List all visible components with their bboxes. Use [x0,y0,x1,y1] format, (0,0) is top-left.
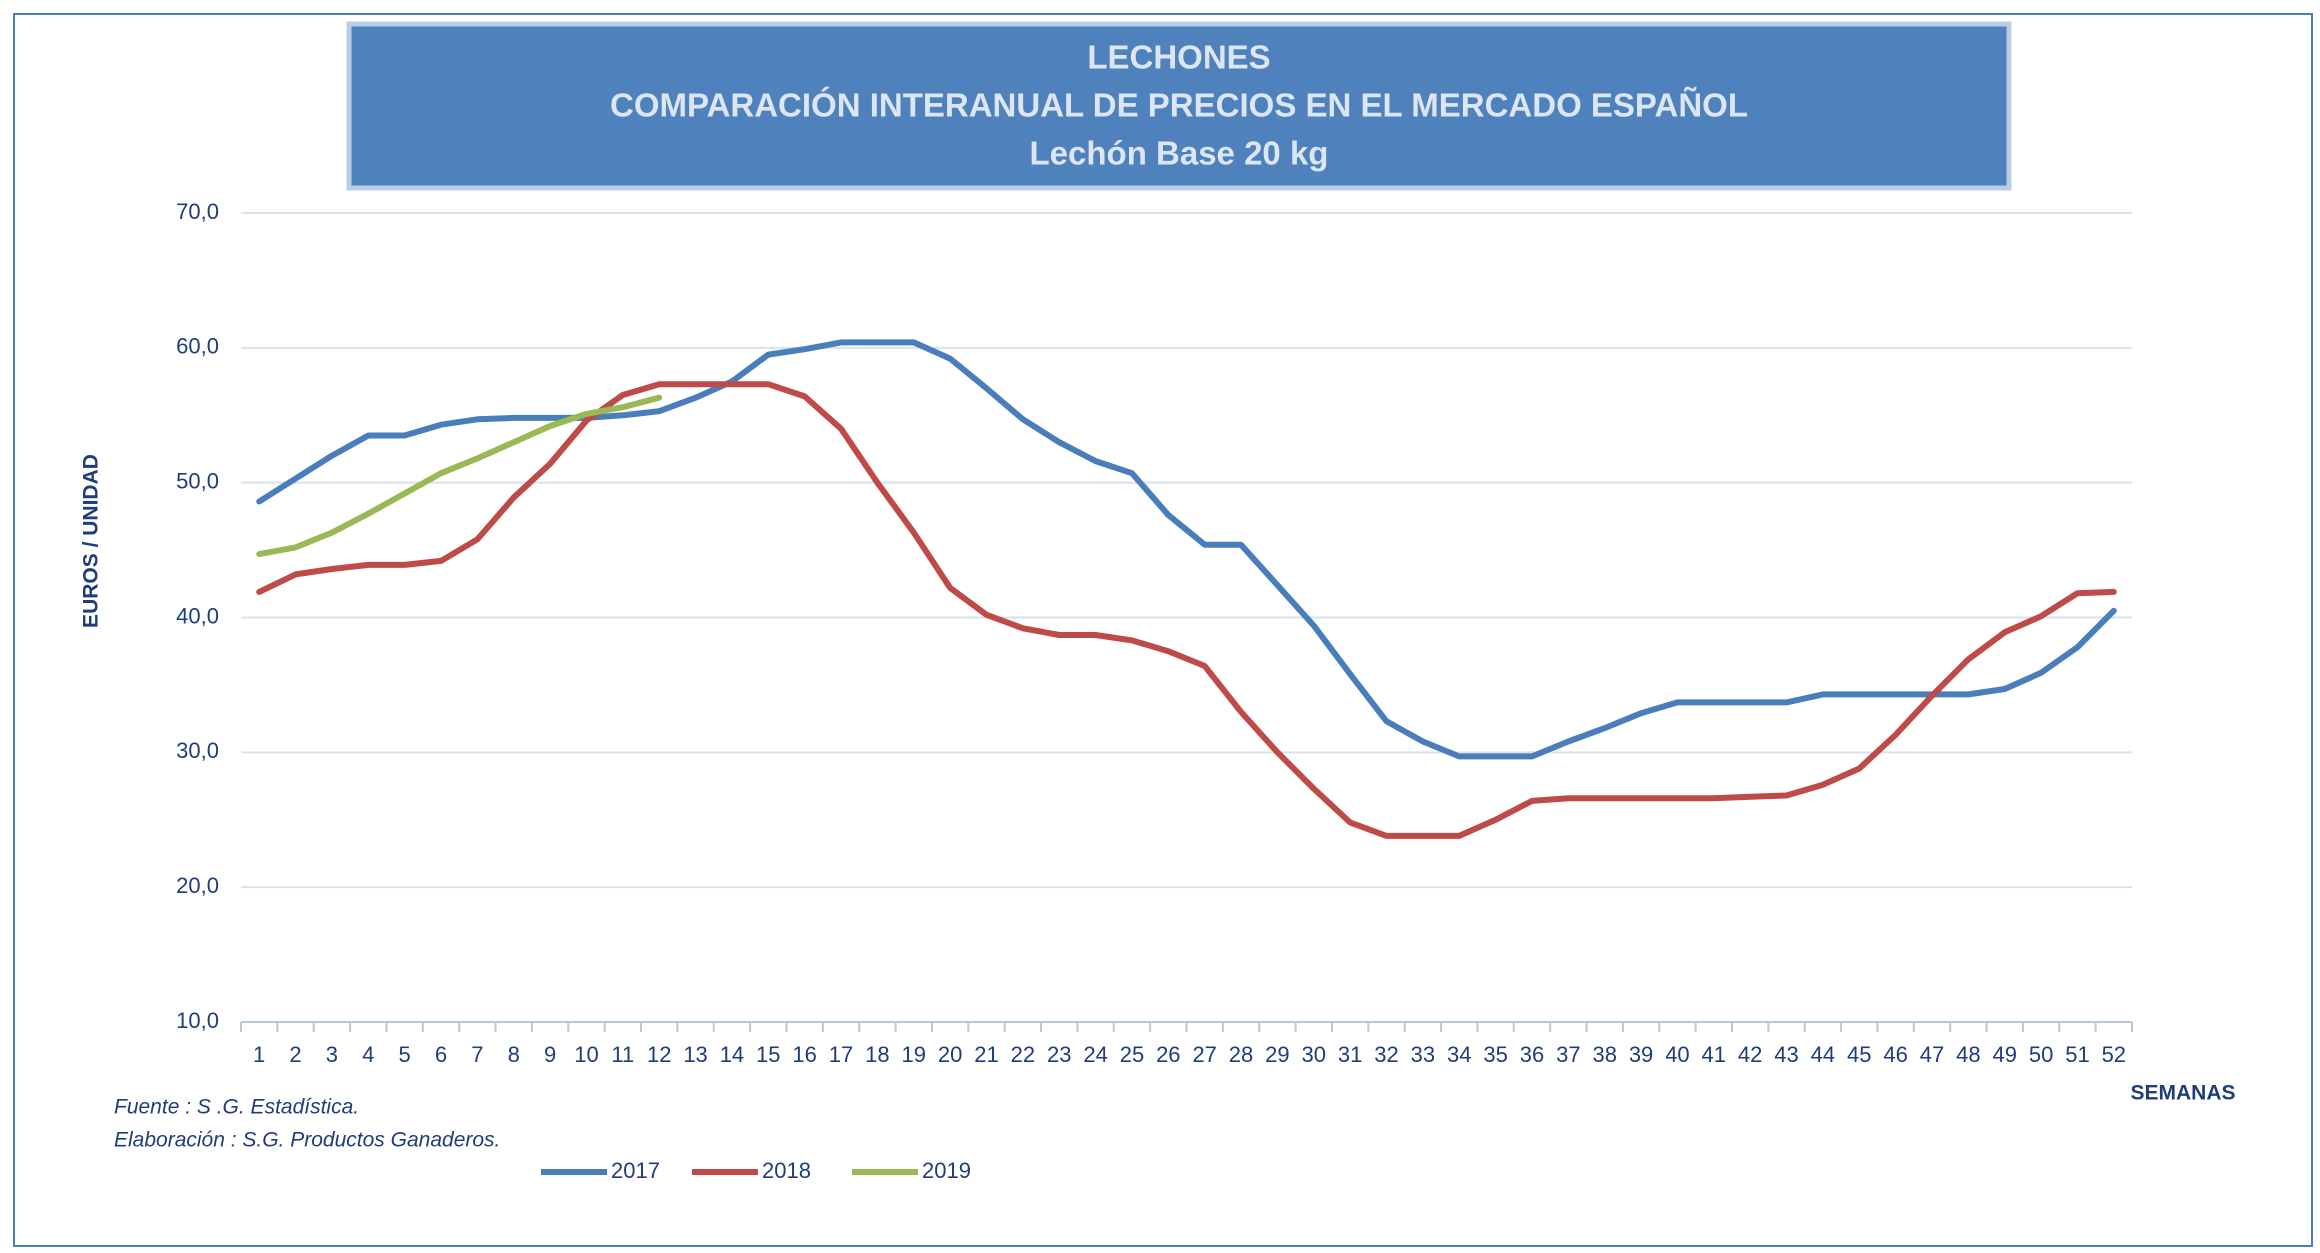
x-tick-label: 44 [1811,1042,1835,1067]
x-tick-label: 1 [253,1042,265,1067]
x-tick-label: 37 [1556,1042,1580,1067]
x-tick-label: 7 [471,1042,483,1067]
x-tick-label: 17 [829,1042,853,1067]
y-tick-label: 40,0 [176,603,219,628]
series-line [256,394,663,558]
x-tick-label: 10 [574,1042,598,1067]
x-tick-label: 41 [1702,1042,1726,1067]
x-tick-label: 28 [1229,1042,1253,1067]
x-tick-label: 27 [1192,1042,1216,1067]
x-tick-label: 42 [1738,1042,1762,1067]
legend-label: 2019 [922,1158,971,1183]
x-tick-label: 36 [1520,1042,1544,1067]
x-tick-label: 30 [1302,1042,1326,1067]
series-line [256,381,2117,839]
x-tick-label: 25 [1120,1042,1144,1067]
x-tick-label: 51 [2065,1042,2089,1067]
x-tick-label: 29 [1265,1042,1289,1067]
x-tick-label: 49 [1992,1042,2016,1067]
x-tick-label: 46 [1883,1042,1907,1067]
x-tick-label: 26 [1156,1042,1180,1067]
source-note: Elaboración : S.G. Productos Ganaderos. [114,1129,500,1152]
y-tick-label: 70,0 [176,199,219,224]
x-tick-label: 5 [399,1042,411,1067]
legend-label: 2017 [611,1158,660,1183]
y-tick-label: 60,0 [176,334,219,359]
x-axis-label: SEMANAS [2130,1082,2235,1105]
chart-title: LECHONES [1087,39,1270,76]
x-tick-label: 21 [974,1042,998,1067]
chart-title: Lechón Base 20 kg [1030,135,1329,172]
x-tick-label: 22 [1011,1042,1035,1067]
y-axis-label: EUROS / UNIDAD [80,454,103,628]
y-tick-label: 20,0 [176,873,219,898]
x-tick-label: 45 [1847,1042,1871,1067]
y-tick-label: 30,0 [176,738,219,763]
x-tick-label: 3 [326,1042,338,1067]
title-box [346,21,2012,191]
x-tick-label: 4 [362,1042,374,1067]
x-tick-label: 38 [1592,1042,1616,1067]
x-tick-label: 50 [2029,1042,2053,1067]
x-tick-label: 19 [902,1042,926,1067]
x-tick-label: 12 [647,1042,671,1067]
y-tick-label: 10,0 [176,1008,219,1033]
frame [13,13,2313,1247]
x-tick-label: 34 [1447,1042,1471,1067]
x-tick-label: 47 [1920,1042,1944,1067]
x-tick-label: 40 [1665,1042,1689,1067]
x-tick-label: 15 [756,1042,780,1067]
x-tick-label: 24 [1083,1042,1107,1067]
x-tick-label: 32 [1374,1042,1398,1067]
x-tick-label: 31 [1338,1042,1362,1067]
x-tick-label: 48 [1956,1042,1980,1067]
y-tick-label: 50,0 [176,468,219,493]
x-tick-label: 43 [1774,1042,1798,1067]
x-tick-label: 23 [1047,1042,1071,1067]
x-tick-label: 18 [865,1042,889,1067]
x-tick-label: 16 [792,1042,816,1067]
x-tick-label: 11 [611,1042,634,1067]
chart-title: COMPARACIÓN INTERANUAL DE PRECIOS EN EL … [610,87,1748,124]
x-tick-label: 39 [1629,1042,1653,1067]
x-tick-label: 33 [1411,1042,1435,1067]
x-tick-label: 8 [508,1042,520,1067]
x-tick-label: 35 [1483,1042,1507,1067]
x-tick-label: 6 [435,1042,447,1067]
x-tick-label: 20 [938,1042,962,1067]
legend-label: 2018 [762,1158,811,1183]
x-tick-label: 52 [2102,1042,2126,1067]
x-tick-label: 14 [720,1042,744,1067]
x-tick-label: 2 [289,1042,301,1067]
source-note: Fuente : S .G. Estadística. [114,1096,359,1119]
x-tick-label: 13 [683,1042,707,1067]
x-tick-label: 9 [544,1042,556,1067]
